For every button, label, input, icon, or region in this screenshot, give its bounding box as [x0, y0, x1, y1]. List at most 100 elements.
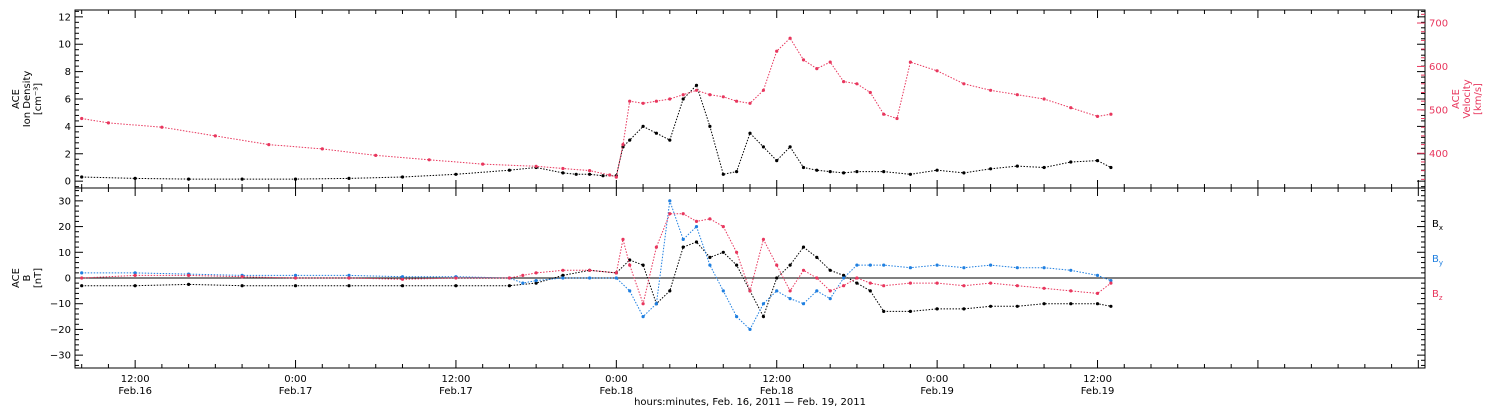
data-point: [855, 276, 859, 280]
bottom-panel-x-ticks: [81, 188, 1419, 368]
data-point: [989, 304, 993, 308]
data-point: [788, 36, 792, 40]
density-axis-label: ACEIon Density[cm⁻³]: [11, 71, 44, 128]
data-point: [788, 145, 792, 149]
data-point: [374, 153, 378, 157]
data-point: [614, 175, 618, 179]
data-point: [614, 276, 618, 280]
data-point: [908, 172, 913, 176]
data-point: [628, 99, 632, 103]
data-point: [681, 212, 685, 216]
y-tick-label: 0: [65, 177, 71, 188]
data-point: [989, 167, 993, 171]
x-tick-date-label: Feb.18: [760, 386, 794, 397]
legend-entry: Bx: [1432, 219, 1443, 232]
data-point: [989, 281, 993, 285]
density-velocity-panel: 0 2 4 6 8 10 12 400 500 600 700 ACEIon Density[cm…: [11, 9, 1484, 189]
data-point: [641, 124, 645, 128]
data-point: [133, 284, 137, 288]
data-point: [708, 93, 712, 97]
data-point: [1109, 304, 1113, 308]
data-point: [654, 99, 659, 103]
data-point: [868, 90, 872, 95]
x-tick-date-label: Feb.17: [439, 386, 473, 397]
x-tick-date-label: Feb.17: [279, 386, 313, 397]
data-point: [454, 172, 458, 176]
data-point: [694, 225, 699, 229]
data-point: [1015, 93, 1019, 97]
b-field-series: [80, 199, 1113, 331]
data-point: [561, 166, 565, 171]
x-tick-date-label: Feb.18: [600, 386, 634, 397]
data-point: [721, 289, 725, 293]
x-axis-title: hours:minutes, Feb. 16, 2011 — Feb. 19, …: [634, 397, 866, 408]
x-tick-date-label: Feb.16: [118, 386, 152, 397]
data-point: [641, 315, 645, 319]
data-point: [962, 284, 966, 288]
data-point: [1069, 289, 1073, 293]
data-point: [400, 275, 405, 279]
data-point: [507, 168, 511, 172]
data-point: [80, 276, 84, 280]
data-point: [1069, 160, 1073, 164]
data-point: [735, 99, 739, 103]
data-point: [293, 177, 298, 181]
data-point: [708, 255, 712, 259]
data-point: [801, 268, 806, 272]
series-bx: [80, 240, 1113, 319]
data-point: [668, 289, 672, 293]
data-point: [935, 168, 939, 172]
data-point: [842, 276, 846, 280]
data-point: [815, 276, 819, 280]
data-point: [534, 279, 538, 283]
velocity-axis-label: ACEVelocity[km/s]: [1451, 79, 1484, 118]
data-point: [628, 289, 632, 293]
data-point: [1042, 302, 1046, 306]
data-point: [708, 124, 712, 128]
data-point: [842, 284, 846, 288]
data-point: [80, 284, 84, 288]
data-point: [240, 177, 244, 181]
y-tick-label: 30: [58, 196, 71, 207]
data-point: [842, 273, 846, 277]
data-point: [641, 101, 645, 105]
data-point: [80, 116, 84, 121]
x-tick-time-label: 12:00: [762, 374, 791, 385]
data-point: [561, 171, 565, 175]
x-tick-date-label: Feb.19: [1081, 386, 1115, 397]
data-point: [694, 219, 699, 223]
data-point: [748, 289, 752, 293]
data-point: [561, 273, 565, 277]
x-tick-time-label: 12:00: [1083, 374, 1112, 385]
data-point: [507, 276, 511, 280]
data-point: [1069, 106, 1073, 110]
data-point: [160, 125, 164, 129]
y-tick-label: −10: [50, 299, 71, 310]
data-point: [641, 302, 645, 306]
data-point: [621, 237, 625, 241]
data-point: [801, 245, 806, 249]
data-point: [828, 170, 832, 174]
data-point: [1069, 268, 1073, 272]
y-tick-label: 500: [1429, 105, 1448, 116]
data-point: [721, 250, 725, 254]
legend-entry: Bz: [1432, 289, 1443, 302]
data-point: [668, 97, 672, 101]
data-point: [735, 315, 739, 319]
data-point: [868, 289, 872, 293]
data-point: [735, 250, 739, 254]
data-point: [1042, 266, 1046, 270]
data-point: [681, 245, 685, 249]
y-tick-label: 10: [58, 248, 71, 259]
data-point: [628, 138, 632, 142]
x-tick-time-label: 0:00: [605, 374, 627, 385]
top-panel-x-ticks: [81, 10, 1419, 188]
data-point: [882, 170, 886, 174]
y-tick-label: 6: [65, 95, 71, 106]
data-point: [908, 281, 913, 285]
data-point: [347, 284, 351, 288]
data-point: [320, 147, 324, 151]
data-point: [347, 276, 351, 280]
data-point: [882, 112, 886, 116]
data-point: [1095, 291, 1100, 295]
